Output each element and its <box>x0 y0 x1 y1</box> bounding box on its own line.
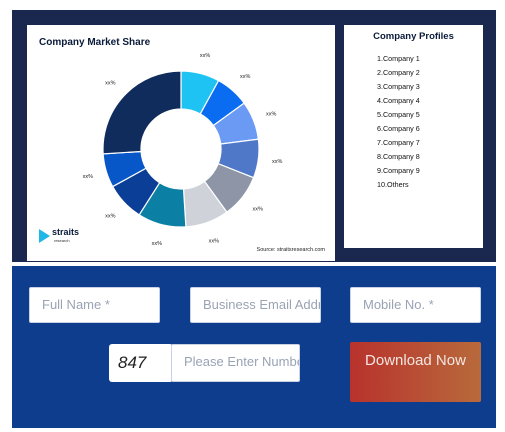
profile-item: 10.Others <box>377 180 409 189</box>
full-name-input[interactable]: Full Name * <box>29 287 160 323</box>
slice-label: xx% <box>83 174 94 180</box>
slice-label: xx% <box>266 111 277 117</box>
market-share-card: Company Market Share xx% xx% xx% xx% xx% xx% x… <box>27 25 335 261</box>
profile-item: 2.Company 2 <box>377 68 420 77</box>
email-input[interactable]: Business Email Address * <box>190 287 321 323</box>
slice-label: xx% <box>252 206 262 212</box>
donut-chart: xx% xx% xx% xx% xx% xx% xx% xx% xx% xx% <box>83 53 283 247</box>
captcha-code: 847 <box>109 344 173 382</box>
logo-brand: straits <box>52 227 80 237</box>
profile-item: 1.Company 1 <box>377 54 420 63</box>
profile-item: 6.Company 6 <box>377 124 420 133</box>
slice-label: xx% <box>105 213 116 219</box>
slice-label: xx% <box>240 74 251 80</box>
logo-triangle-icon <box>39 229 50 243</box>
slice-label: xx% <box>272 159 283 165</box>
company-profiles-panel: Company Profiles 1.Company 1 2.Company 2… <box>344 25 483 248</box>
captcha-input[interactable]: Please Enter Number <box>171 344 300 382</box>
profile-item: 7.Company 7 <box>377 138 420 147</box>
profile-item: 3.Company 3 <box>377 82 420 91</box>
logo-sub: research <box>54 238 70 243</box>
report-frame: Company Market Share xx% xx% xx% xx% xx% xx% x… <box>12 10 496 428</box>
profile-item: 4.Company 4 <box>377 96 420 105</box>
mobile-input[interactable]: Mobile No. * <box>350 287 481 323</box>
chart-title: Company Market Share <box>39 37 151 48</box>
slice-label: xx% <box>209 238 220 244</box>
profile-item: 9.Company 9 <box>377 166 420 175</box>
profiles-list: 1.Company 1 2.Company 2 3.Company 3 4.Co… <box>377 52 420 192</box>
straits-logo: straits research <box>39 227 99 251</box>
profile-item: 8.Company 8 <box>377 152 420 161</box>
slice-label: xx% <box>105 81 116 87</box>
profiles-title: Company Profiles <box>373 31 454 42</box>
download-form: Full Name * Business Email Address * Mob… <box>12 266 496 428</box>
download-button[interactable]: Download Now <box>350 342 481 402</box>
chart-source: Source: straitsresearch.com <box>256 247 325 253</box>
chart-section: Company Market Share xx% xx% xx% xx% xx% xx% x… <box>12 10 496 262</box>
profile-item: 5.Company 5 <box>377 110 420 119</box>
donut-slice <box>102 70 182 155</box>
slice-label: xx% <box>152 241 163 247</box>
slice-label: xx% <box>200 53 211 59</box>
